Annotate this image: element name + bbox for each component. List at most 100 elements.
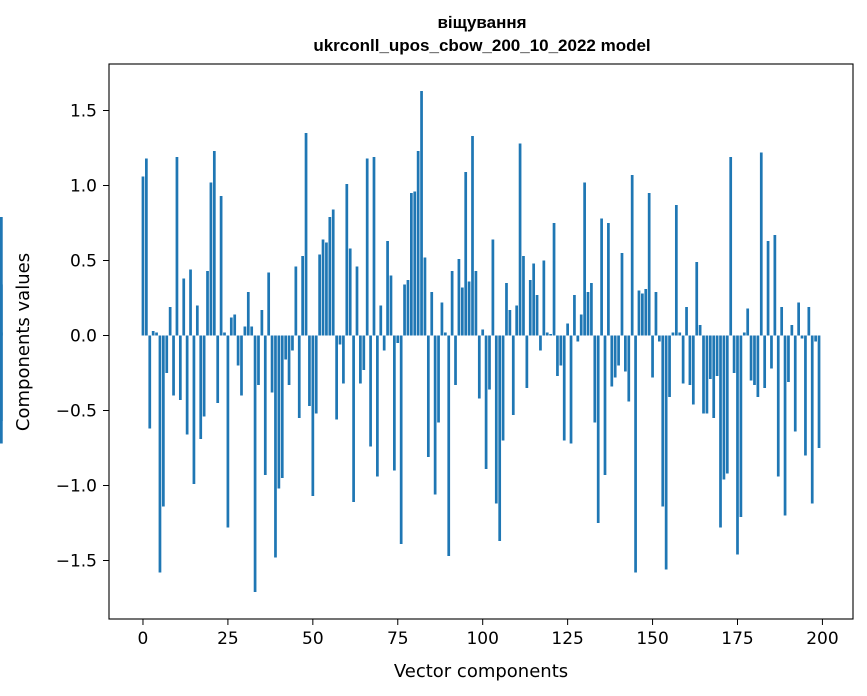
bar-26 [229,317,233,336]
bar-133 [593,335,597,423]
bar-0 [141,176,145,336]
bar-152 [658,335,661,342]
bar-89 [443,332,447,336]
bar-45 [294,266,298,336]
bar-183 [763,335,767,388]
bar-65 [362,335,366,370]
bar-20 [209,182,213,336]
y-tick-label: −1.0 [56,477,97,497]
bar-146 [637,290,641,336]
x-tick-label: 175 [721,629,753,649]
bar-138 [610,335,614,387]
bar-69 [376,335,379,477]
bar-37 [267,272,271,336]
bar-43 [287,335,291,385]
bar-143 [627,335,631,402]
bar-118 [542,260,546,336]
y-tick-label: 0.5 [70,252,97,272]
bar-19 [206,271,209,336]
bar-123 [559,335,563,366]
bar-48 [304,133,308,336]
bar-100 [481,329,485,336]
bar-127 [573,295,576,336]
bar-170 [719,335,722,528]
x-tick-label: 25 [217,629,239,649]
bar-88 [440,302,444,336]
bar-171 [722,335,726,480]
bar-34 [257,335,260,385]
y-tick-label: −0.5 [56,402,97,422]
bar-129 [579,314,583,336]
bar-75 [396,335,400,343]
bar-63 [355,266,359,336]
bar-119 [545,332,549,336]
bar-151 [654,292,658,336]
bar-111 [518,143,522,336]
bar-91 [450,271,454,336]
bar-92 [454,335,457,385]
y-tick-label: 0.0 [70,327,97,347]
bar-149 [647,193,651,336]
bar-72 [386,241,389,336]
bar-182 [759,152,763,336]
bar-116 [535,295,539,336]
chart-title: віщування [437,13,526,32]
bar-175 [736,335,739,555]
bar-189 [783,335,787,516]
bar-168 [712,335,716,418]
bar-51 [314,335,318,414]
x-tick-label: 150 [636,629,668,649]
bar-113 [525,335,529,388]
bar-undefined [0,335,3,421]
bars-group [0,91,821,592]
bar-23 [219,196,223,336]
y-tick-label: 1.5 [70,102,97,122]
bar-195 [804,335,807,456]
x-tick-label: 200 [806,629,838,649]
bar-108 [508,310,512,336]
bar-97 [471,136,474,336]
x-tick-label: 100 [466,629,498,649]
bar-47 [301,256,304,336]
bar-50 [311,335,315,496]
plot-frame [108,63,854,620]
bar-33 [253,335,257,592]
bar-83 [423,257,427,336]
bar-109 [511,335,515,415]
bar-159 [681,335,685,384]
bar-70 [379,305,383,336]
bar-173 [729,157,733,336]
bar-9 [172,335,175,396]
bar-174 [732,335,736,373]
bar-17 [199,335,203,439]
bar-158 [678,332,682,336]
bar-undefined [0,284,3,336]
bar-121 [552,223,556,336]
bar-140 [617,335,620,366]
bar-1 [145,158,148,336]
bar-55 [328,217,332,336]
bar-134 [596,335,600,523]
bar-71 [382,335,386,351]
bar-163 [695,262,699,336]
bar-46 [297,335,301,418]
bar-93 [457,259,461,336]
bar-102 [488,335,491,390]
bar-28 [236,335,240,366]
bar-165 [702,335,705,414]
bar-196 [807,307,811,336]
bar-49 [308,335,311,406]
bar-44 [291,335,294,351]
bar-110 [515,305,519,336]
bar-132 [590,283,593,336]
bar-15 [192,335,196,484]
bar-120 [549,334,552,336]
bar-38 [270,335,274,393]
bar-32 [250,326,254,336]
bar-12 [182,278,186,336]
bar-147 [641,293,644,336]
bar-10 [175,157,179,336]
bar-192 [793,335,797,432]
bar-131 [586,292,590,336]
